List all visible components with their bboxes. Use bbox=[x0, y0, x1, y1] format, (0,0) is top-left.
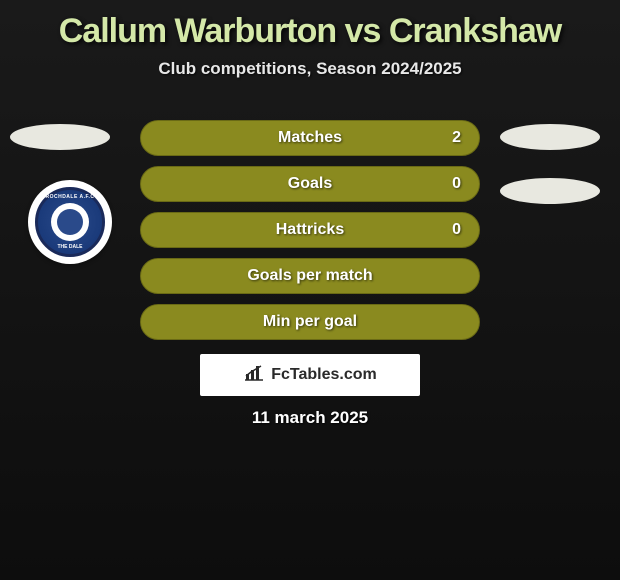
stat-value: 2 bbox=[452, 129, 461, 147]
stats-container: Matches 2 Goals 0 Hattricks 0 Goals per … bbox=[140, 120, 480, 350]
attribution-badge[interactable]: FcTables.com bbox=[200, 354, 420, 396]
stat-row-goals: Goals 0 bbox=[140, 166, 480, 202]
club-badge: ROCHDALE A.F.C THE DALE bbox=[28, 180, 112, 264]
badge-center bbox=[51, 203, 89, 241]
left-player-marker bbox=[10, 124, 110, 150]
chart-icon bbox=[243, 364, 265, 387]
right-player-marker-2 bbox=[500, 178, 600, 204]
badge-club-name: ROCHDALE A.F.C bbox=[45, 194, 94, 200]
stat-row-matches: Matches 2 bbox=[140, 120, 480, 156]
stat-label: Goals per match bbox=[247, 267, 372, 285]
comparison-title: Callum Warburton vs Crankshaw bbox=[0, 0, 620, 51]
attribution-text: FcTables.com bbox=[271, 366, 377, 384]
stat-row-goals-per-match: Goals per match bbox=[140, 258, 480, 294]
badge-nickname: THE DALE bbox=[58, 244, 83, 250]
right-player-marker-1 bbox=[500, 124, 600, 150]
stat-value: 0 bbox=[452, 175, 461, 193]
stat-label: Hattricks bbox=[276, 221, 344, 239]
comparison-subtitle: Club competitions, Season 2024/2025 bbox=[0, 59, 620, 79]
stat-label: Matches bbox=[278, 129, 342, 147]
stat-value: 0 bbox=[452, 221, 461, 239]
stat-label: Goals bbox=[288, 175, 332, 193]
stat-row-hattricks: Hattricks 0 bbox=[140, 212, 480, 248]
badge-inner: ROCHDALE A.F.C THE DALE bbox=[35, 187, 105, 257]
stat-row-min-per-goal: Min per goal bbox=[140, 304, 480, 340]
stat-label: Min per goal bbox=[263, 313, 357, 331]
date-label: 11 march 2025 bbox=[252, 408, 368, 428]
badge-ball-icon bbox=[57, 209, 83, 235]
